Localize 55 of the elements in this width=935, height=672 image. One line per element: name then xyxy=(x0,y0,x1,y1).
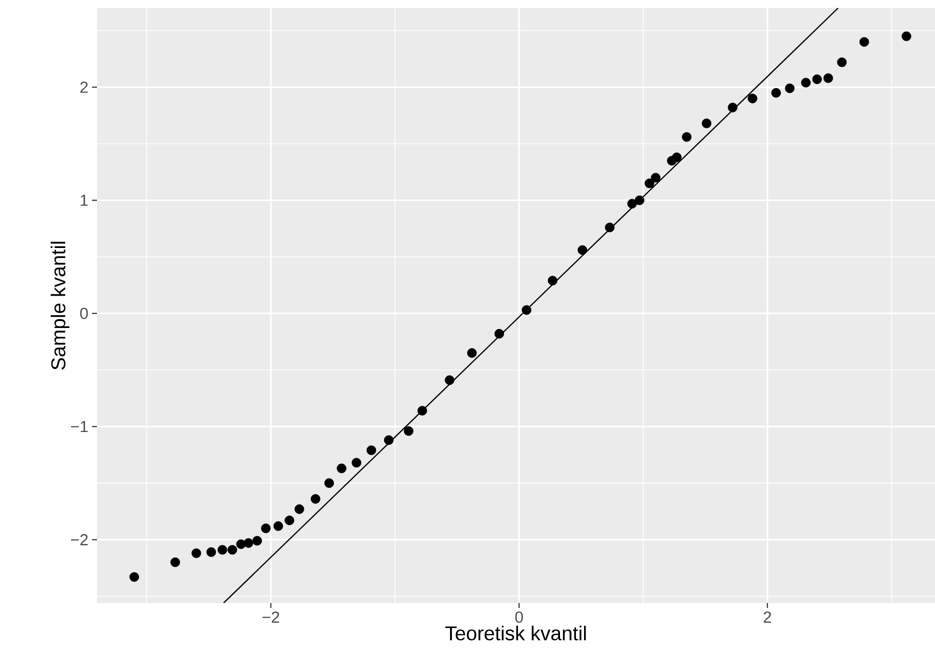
point xyxy=(634,195,644,206)
point xyxy=(206,547,216,557)
point xyxy=(823,73,834,83)
point xyxy=(702,118,712,128)
point xyxy=(284,516,294,526)
point xyxy=(170,557,180,568)
point xyxy=(228,545,238,555)
point xyxy=(494,328,504,339)
point xyxy=(444,375,454,385)
x-tick-label: −2 xyxy=(262,612,280,623)
point xyxy=(384,435,394,445)
point xyxy=(294,504,304,514)
x-tick-label: 2 xyxy=(764,612,772,623)
point xyxy=(192,548,202,558)
point xyxy=(273,521,284,531)
point xyxy=(578,245,588,255)
point xyxy=(859,37,870,47)
point xyxy=(336,464,346,474)
point xyxy=(129,572,140,582)
x-tick-label: 0 xyxy=(515,612,523,623)
point xyxy=(728,102,738,112)
y-tick-label: −1 xyxy=(71,421,88,432)
point xyxy=(837,57,847,68)
y-tick-label: 2 xyxy=(80,82,88,93)
point xyxy=(682,132,692,142)
y-axis-title: Sample kvantil xyxy=(50,242,70,370)
point xyxy=(417,406,428,416)
point xyxy=(902,31,912,42)
point xyxy=(801,78,811,88)
point xyxy=(244,538,254,548)
x-axis-title: Teoretisk kvantil xyxy=(445,626,586,640)
y-tick-label: 0 xyxy=(80,308,88,320)
point xyxy=(644,178,654,188)
point xyxy=(366,445,376,456)
point xyxy=(252,536,262,546)
y-tick-label: −2 xyxy=(71,534,88,546)
point xyxy=(352,458,362,468)
point xyxy=(784,84,795,94)
point xyxy=(324,478,334,488)
point xyxy=(310,494,320,504)
point xyxy=(218,545,228,555)
y-tick-label: 1 xyxy=(80,194,88,206)
point xyxy=(522,305,532,315)
point xyxy=(548,276,558,286)
point xyxy=(771,88,781,98)
point xyxy=(236,539,246,549)
point xyxy=(748,94,758,104)
point xyxy=(467,348,477,358)
point xyxy=(650,172,660,182)
point xyxy=(604,222,615,232)
point xyxy=(627,198,637,208)
point xyxy=(812,74,822,84)
point xyxy=(672,152,682,162)
point xyxy=(404,426,414,436)
point xyxy=(261,524,271,534)
